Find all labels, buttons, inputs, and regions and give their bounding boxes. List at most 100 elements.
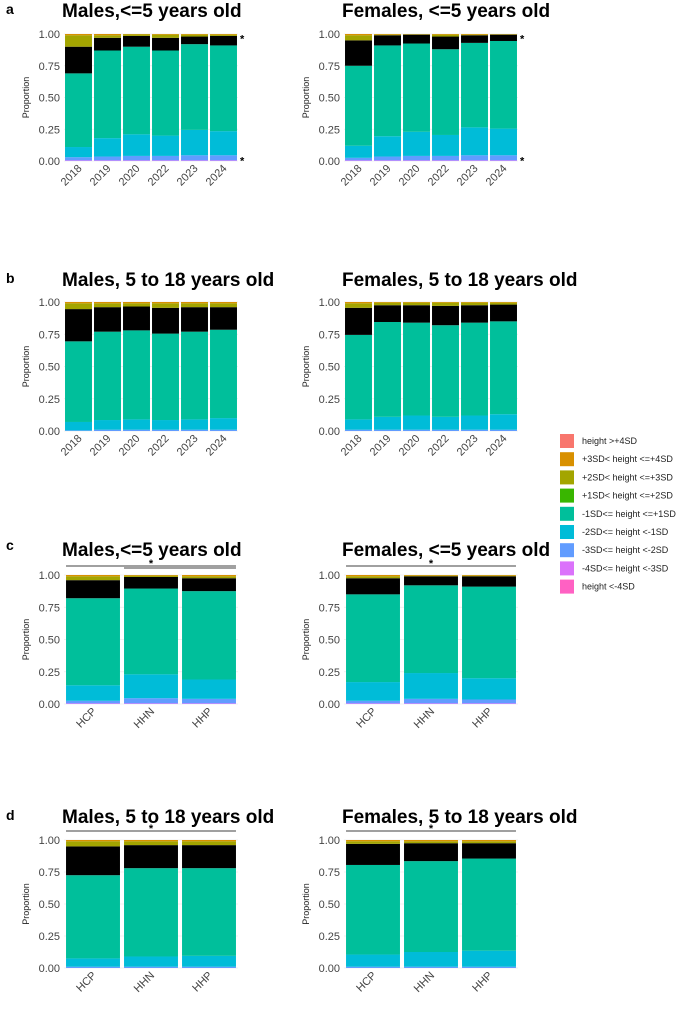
y-tick-label: 0.00 bbox=[39, 699, 60, 711]
bar-segment bbox=[152, 135, 179, 156]
bar-segment bbox=[345, 419, 372, 430]
panel-label-c: c bbox=[6, 537, 14, 553]
legend-item: -3SD<= height <-2SD bbox=[560, 543, 669, 558]
legend-swatch bbox=[560, 434, 574, 448]
bar-segment bbox=[490, 160, 517, 161]
bar-segment bbox=[66, 840, 120, 842]
bar-segment bbox=[403, 160, 430, 161]
y-axis-title: Proportion bbox=[301, 883, 311, 925]
y-tick-label: 0.75 bbox=[319, 329, 340, 341]
bar-segment bbox=[462, 703, 516, 704]
bar-segment bbox=[346, 840, 400, 842]
bar-segment bbox=[346, 966, 400, 968]
bar-segment bbox=[345, 307, 372, 335]
bar-segment bbox=[432, 34, 459, 35]
legend-label: -1SD<= height <=+1SD bbox=[582, 509, 676, 519]
bar-segment bbox=[124, 845, 178, 869]
bar-segment bbox=[182, 955, 236, 967]
legend-label: -3SD<= height <-2SD bbox=[582, 545, 669, 555]
y-axis-title: Proportion bbox=[21, 346, 31, 388]
bar-segment bbox=[462, 575, 516, 576]
y-tick-label: 1.00 bbox=[319, 297, 340, 309]
bar-segment bbox=[374, 305, 401, 322]
bar-segment bbox=[461, 322, 488, 416]
bar-segment bbox=[124, 703, 178, 704]
legend-swatch bbox=[560, 525, 574, 539]
y-tick-label: 0.25 bbox=[319, 667, 340, 679]
chart-title: Females, 5 to 18 years old bbox=[342, 807, 578, 828]
bar-segment bbox=[490, 304, 517, 322]
bar-segment bbox=[65, 341, 92, 422]
bar-segment bbox=[403, 131, 430, 156]
y-tick-label: 0.25 bbox=[319, 931, 340, 943]
y-tick-label: 0.25 bbox=[319, 394, 340, 406]
x-tick-label: 2023 bbox=[175, 163, 201, 189]
bar-segment bbox=[66, 846, 120, 876]
bar-segment bbox=[65, 73, 92, 148]
bar-segment bbox=[346, 594, 400, 683]
bar-segment bbox=[345, 157, 372, 161]
bar-segment bbox=[94, 50, 121, 139]
x-tick-label: 2024 bbox=[484, 433, 510, 459]
bar-segment bbox=[210, 307, 237, 330]
chart-title: Females, <=5 years old bbox=[342, 1, 550, 22]
bar-segment bbox=[346, 864, 400, 955]
bar-segment bbox=[210, 34, 237, 36]
bar-segment bbox=[66, 700, 120, 704]
legend-item: +2SD< height <=+3SD bbox=[560, 470, 673, 485]
bar-segment bbox=[65, 46, 92, 74]
bar-segment bbox=[346, 575, 400, 577]
bar-segment bbox=[462, 576, 516, 587]
y-tick-label: 0.00 bbox=[319, 156, 340, 168]
legend-swatch bbox=[560, 452, 574, 467]
chart-title: Males, 5 to 18 years old bbox=[62, 807, 274, 828]
y-tick-label: 0.50 bbox=[39, 635, 60, 647]
chart-c-right: Females, <=5 years old Proportion 0.00 0.25… bbox=[301, 540, 550, 731]
bar-segment bbox=[404, 673, 458, 699]
bar-segment bbox=[490, 155, 517, 161]
bar-segment bbox=[432, 34, 459, 37]
bar-segment bbox=[374, 416, 401, 430]
bar-segment bbox=[181, 34, 208, 35]
bar-segment bbox=[94, 302, 121, 304]
bar-segment bbox=[94, 35, 121, 38]
y-tick-label: 0.50 bbox=[319, 899, 340, 911]
bar-segment bbox=[432, 325, 459, 417]
bar-segment bbox=[124, 868, 178, 957]
y-tick-label: 1.00 bbox=[39, 570, 60, 582]
y-tick-label: 0.00 bbox=[319, 963, 340, 975]
bar-segment bbox=[152, 307, 179, 334]
bar-segment bbox=[152, 155, 179, 161]
legend-item: height <-4SD bbox=[560, 579, 635, 594]
bar-segment bbox=[182, 578, 236, 592]
x-tick-label: 2023 bbox=[455, 163, 481, 189]
y-tick-label: 0.00 bbox=[319, 426, 340, 438]
x-tick-label: 2018 bbox=[59, 433, 85, 459]
bar-segment bbox=[462, 858, 516, 951]
bar-segment bbox=[432, 134, 459, 156]
y-tick-label: 0.50 bbox=[319, 635, 340, 647]
bar-segment bbox=[403, 155, 430, 161]
bar-segment bbox=[462, 950, 516, 967]
chart-title: Males,<=5 years old bbox=[62, 1, 242, 22]
bar-segment bbox=[123, 302, 150, 304]
bar-segment bbox=[432, 416, 459, 430]
bar-segment bbox=[210, 418, 237, 430]
bar-segment bbox=[210, 160, 237, 161]
bar-segment bbox=[374, 429, 401, 431]
bar-segment bbox=[65, 430, 92, 431]
bar-segment bbox=[123, 160, 150, 161]
legend-label: height <-4SD bbox=[582, 582, 635, 592]
bar-segment bbox=[346, 843, 400, 865]
y-axis-title: Proportion bbox=[21, 77, 31, 119]
bar-segment bbox=[461, 42, 488, 128]
bar-segment bbox=[210, 302, 237, 304]
significance-marker: * bbox=[520, 34, 525, 46]
bar-segment bbox=[182, 679, 236, 699]
bar-segment bbox=[152, 34, 179, 35]
y-tick-label: 1.00 bbox=[319, 570, 340, 582]
bar-segment bbox=[403, 429, 430, 431]
bar-segment bbox=[124, 588, 178, 675]
bar-segment bbox=[66, 875, 120, 959]
y-tick-label: 0.25 bbox=[39, 931, 60, 943]
